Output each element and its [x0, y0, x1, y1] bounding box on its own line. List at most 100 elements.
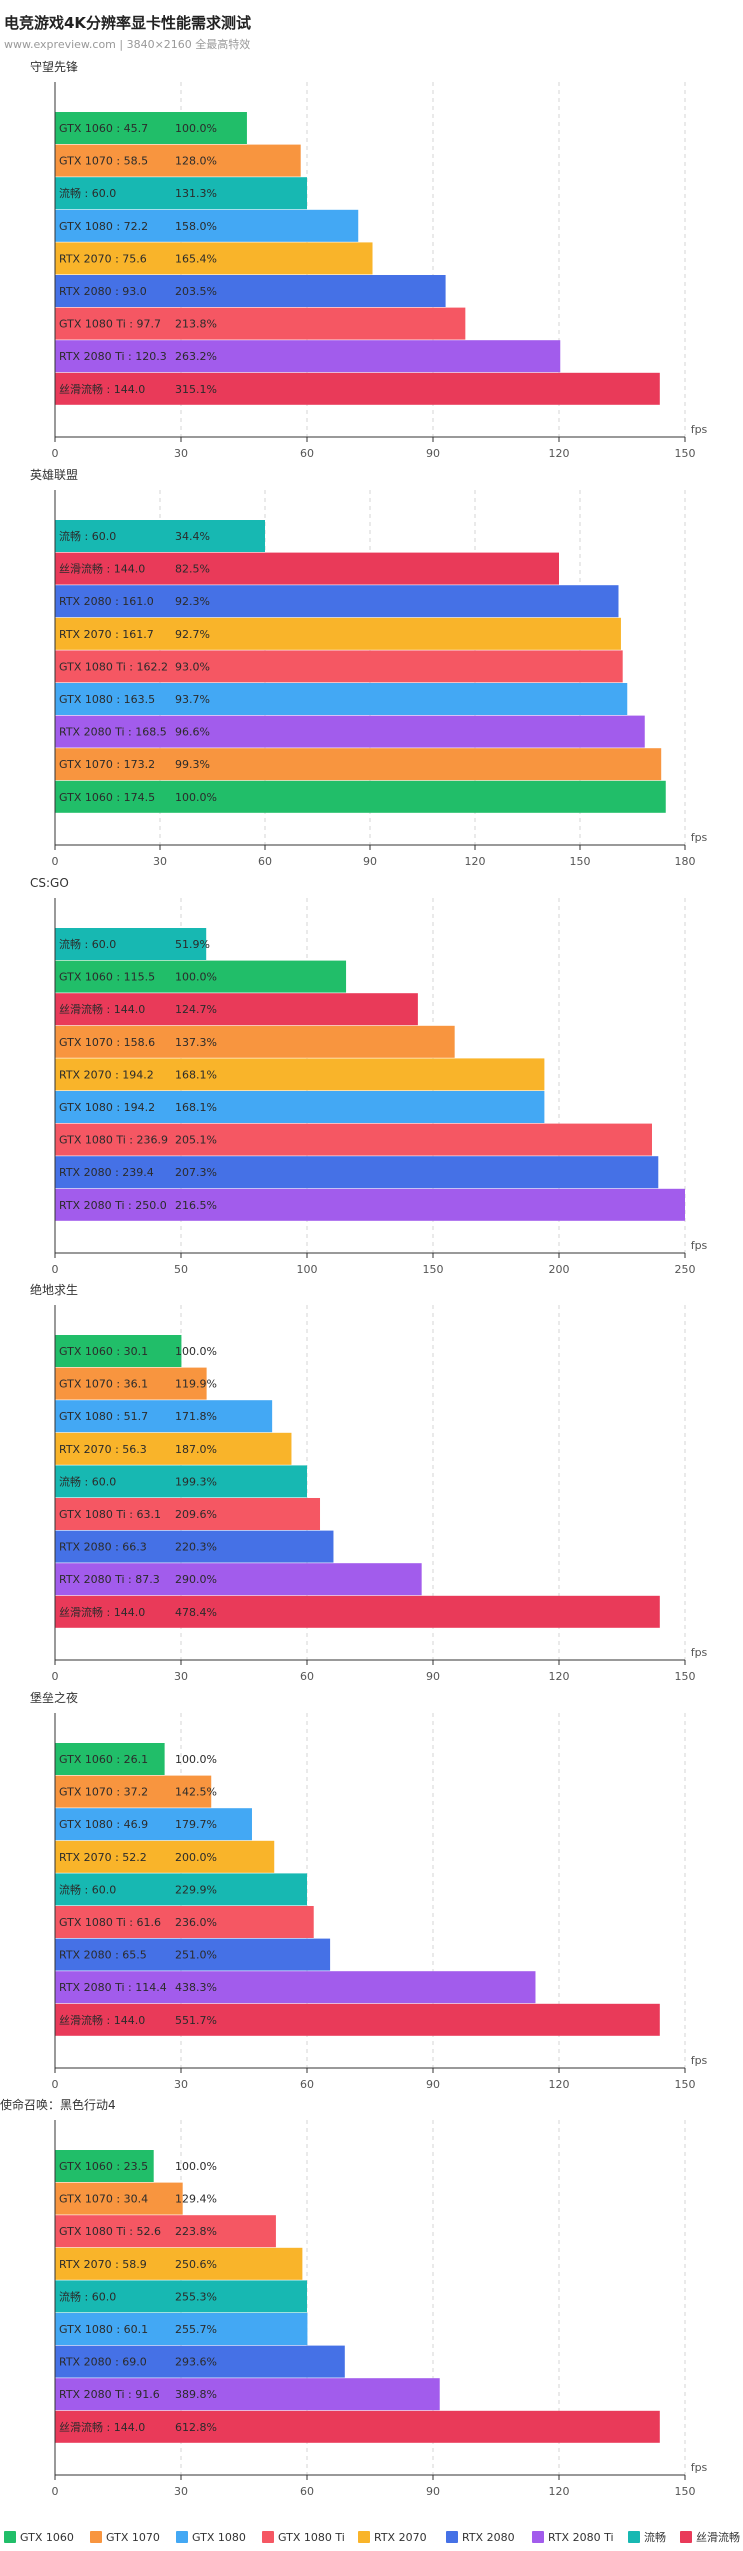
x-axis-unit: fps	[691, 1239, 708, 1252]
bar-label: GTX 1080 : 194.2	[59, 1101, 155, 1114]
bar-label: RTX 2070 : 52.2	[59, 1851, 147, 1864]
bar-pct: 119.9%	[175, 1378, 217, 1391]
bar-pct: 207.3%	[175, 1166, 217, 1179]
bar-tier	[55, 2410, 660, 2443]
bar-label: RTX 2080 Ti : 91.6	[59, 2388, 160, 2401]
x-axis-unit: fps	[691, 831, 708, 844]
bar-label: GTX 1080 : 163.5	[59, 693, 155, 706]
x-tick-label: 90	[426, 1670, 440, 1683]
bar-label: RTX 2080 : 69.0	[59, 2356, 147, 2369]
bar-pct: 158.0%	[175, 220, 217, 233]
bar-pct: 200.0%	[175, 1851, 217, 1864]
bar-rtx-2070	[55, 242, 373, 275]
bar-pct: 209.6%	[175, 1508, 217, 1521]
x-tick-label: 90	[363, 855, 377, 868]
legend-item-gtx-1080[interactable]: GTX 1080	[176, 2530, 246, 2546]
bar-pct: 137.3%	[175, 1036, 217, 1049]
bar-label: RTX 2070 : 75.6	[59, 252, 147, 265]
legend-swatch	[446, 2531, 458, 2543]
bar-pct: 236.0%	[175, 1916, 217, 1929]
legend-item-gtx-1070[interactable]: GTX 1070	[90, 2530, 160, 2546]
x-tick-label: 0	[52, 1670, 59, 1683]
bar-rtx-2070	[55, 2247, 303, 2280]
chart-title: 绝地求生	[30, 1282, 78, 1297]
bar-label: RTX 2070 : 161.7	[59, 628, 154, 641]
bar-label: 丝滑流畅 : 144.0	[59, 2013, 145, 2027]
bar-label: GTX 1080 : 46.9	[59, 1818, 148, 1831]
x-tick-label: 120	[549, 2485, 570, 2498]
bar-label: 流畅 : 60.0	[59, 1882, 116, 1896]
page-title: 电竞游戏4K分辨率显卡性能需求测试	[4, 14, 252, 32]
bar-pct: 93.7%	[175, 693, 210, 706]
bar-pct: 100.0%	[175, 971, 217, 984]
bar-pct: 131.3%	[175, 187, 217, 200]
bar-gtx-1070	[55, 1775, 212, 1808]
bar-rtx-2080-ti	[55, 715, 645, 748]
bar-gtx-1080-ti	[55, 1906, 314, 1938]
bar-rtx-2080-ti	[55, 1563, 422, 1596]
legend-item-tier[interactable]: 流畅	[628, 2530, 666, 2546]
bar-pct: 96.6%	[175, 726, 210, 739]
bar-pct: 290.0%	[175, 1573, 217, 1586]
bar-label: 丝滑流畅 : 144.0	[59, 2420, 145, 2434]
legend-item-gtx-1060[interactable]: GTX 1060	[4, 2530, 74, 2546]
x-tick-label: 60	[300, 447, 314, 460]
bar-pct: 251.0%	[175, 1949, 217, 1962]
bar-rtx-2080	[55, 2345, 345, 2378]
x-tick-label: 50	[174, 1263, 188, 1276]
bar-rtx-2080	[55, 585, 619, 618]
x-tick-label: 250	[675, 1263, 696, 1276]
x-tick-label: 120	[549, 2078, 570, 2091]
legend-item-rtx-2070[interactable]: RTX 2070	[358, 2530, 427, 2546]
bar-gtx-1060	[55, 960, 347, 993]
bar-label: GTX 1080 : 72.2	[59, 220, 148, 233]
bar-label: GTX 1070 : 58.5	[59, 155, 148, 168]
legend-label: GTX 1070	[106, 2531, 160, 2544]
bar-label: 流畅 : 60.0	[59, 1474, 116, 1488]
bar-label: 丝滑流畅 : 144.0	[59, 562, 145, 576]
bar-gtx-1080-ti	[55, 650, 623, 683]
x-tick-label: 120	[465, 855, 486, 868]
bar-label: GTX 1070 : 158.6	[59, 1036, 155, 1049]
bar-label: GTX 1060 : 45.7	[59, 122, 148, 135]
legend-swatch	[532, 2531, 544, 2543]
bar-pct: 168.1%	[175, 1068, 217, 1081]
bar-label: 丝滑流畅 : 144.0	[59, 1605, 145, 1619]
bar-pct: 199.3%	[175, 1475, 217, 1488]
x-tick-label: 120	[549, 447, 570, 460]
x-tick-label: 90	[426, 2078, 440, 2091]
x-tick-label: 0	[52, 855, 59, 868]
bar-rtx-2070	[55, 1840, 275, 1873]
legend-item-gtx-1080-ti[interactable]: GTX 1080 Ti	[262, 2530, 345, 2546]
bar-label: GTX 1060 : 30.1	[59, 1345, 148, 1358]
bar-gtx-1080-ti	[55, 1123, 652, 1156]
page-subtitle: www.expreview.com | 3840×2160 全最高特效	[4, 38, 251, 51]
bar-pct: 34.4%	[175, 530, 210, 543]
bar-gtx-1060	[55, 1743, 165, 1775]
bar-pct: 124.7%	[175, 1003, 217, 1016]
legend-label: RTX 2080 Ti	[548, 2531, 614, 2544]
x-tick-label: 180	[675, 855, 696, 868]
legend-item-tier[interactable]: 丝滑流畅	[680, 2530, 740, 2546]
bar-label: 流畅 : 60.0	[59, 186, 116, 200]
bar-pct: 100.0%	[175, 2160, 217, 2173]
legend-item-rtx-2080-ti[interactable]: RTX 2080 Ti	[532, 2530, 614, 2546]
bar-label: RTX 2080 Ti : 250.0	[59, 1199, 167, 1212]
x-tick-label: 150	[675, 447, 696, 460]
bar-gtx-1080-ti	[55, 307, 466, 340]
legend-item-rtx-2080[interactable]: RTX 2080	[446, 2530, 515, 2546]
bar-pct: 51.9%	[175, 938, 210, 951]
legend-label: GTX 1060	[20, 2531, 74, 2544]
bar-pct: 263.2%	[175, 350, 217, 363]
x-tick-label: 0	[52, 2485, 59, 2498]
bar-label: RTX 2070 : 56.3	[59, 1443, 147, 1456]
bar-label: GTX 1060 : 23.5	[59, 2160, 148, 2173]
x-axis-unit: fps	[691, 2054, 708, 2067]
bar-label: 丝滑流畅 : 144.0	[59, 382, 145, 396]
x-tick-label: 30	[153, 855, 167, 868]
bar-pct: 187.0%	[175, 1443, 217, 1456]
bar-pct: 171.8%	[175, 1410, 217, 1423]
bar-gtx-1060	[55, 1335, 182, 1367]
bar-label: RTX 2080 : 161.0	[59, 595, 154, 608]
x-tick-label: 60	[300, 2485, 314, 2498]
